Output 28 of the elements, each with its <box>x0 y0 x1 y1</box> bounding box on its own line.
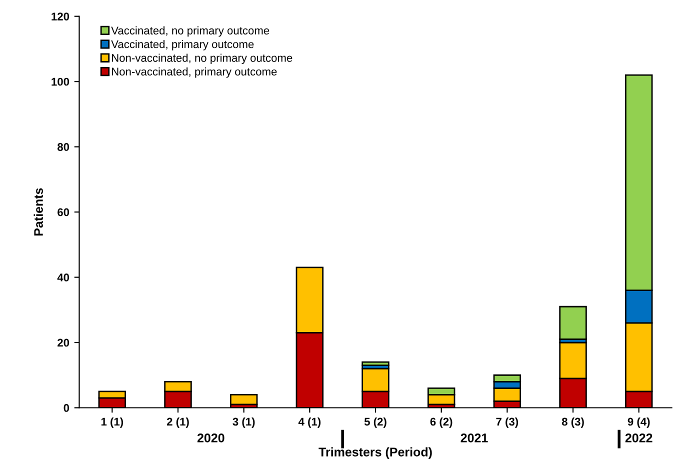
x-tick-label: 6 (2) <box>430 417 452 428</box>
y-tick-label: 120 <box>52 12 70 20</box>
x-tick-label: 5 (2) <box>364 417 386 428</box>
legend-label: Non-vaccinated, no primary outcome <box>112 54 292 64</box>
x-tick-label: 9 (4) <box>628 417 650 428</box>
x-axis-title: Trimesters (Period) <box>318 447 432 459</box>
bar <box>362 361 390 366</box>
text: 2020 <box>197 434 224 442</box>
x-tick-label: 8 (3) <box>562 417 584 428</box>
y-tick-label: 80 <box>58 143 70 151</box>
y-axis-title: Patients <box>34 188 43 236</box>
bar <box>559 306 587 340</box>
text: 2021 <box>460 434 488 442</box>
x-tick-label: 1 (1) <box>101 417 124 428</box>
y-tick-label: 0 <box>64 404 70 412</box>
y-tick-label: 20 <box>58 338 70 347</box>
bar <box>230 394 258 406</box>
x-tick-label: 2 (1) <box>166 417 189 428</box>
y-tick-label: 100 <box>52 78 70 86</box>
y-tick-label: 60 <box>58 208 70 216</box>
text: 2022 <box>625 434 652 442</box>
x-tick-label: 4 (1) <box>298 417 321 428</box>
x-tick-label: 7 (3) <box>496 417 518 428</box>
legend-label: Non-vaccinated, primary outcome <box>112 67 277 78</box>
x-tick-label: 3 (1) <box>232 417 255 428</box>
legend-label: Vaccinated, no primary outcome <box>111 26 270 37</box>
legend-label: Vaccinated, primary outcome <box>111 40 254 50</box>
y-tick-label: 40 <box>57 274 70 282</box>
